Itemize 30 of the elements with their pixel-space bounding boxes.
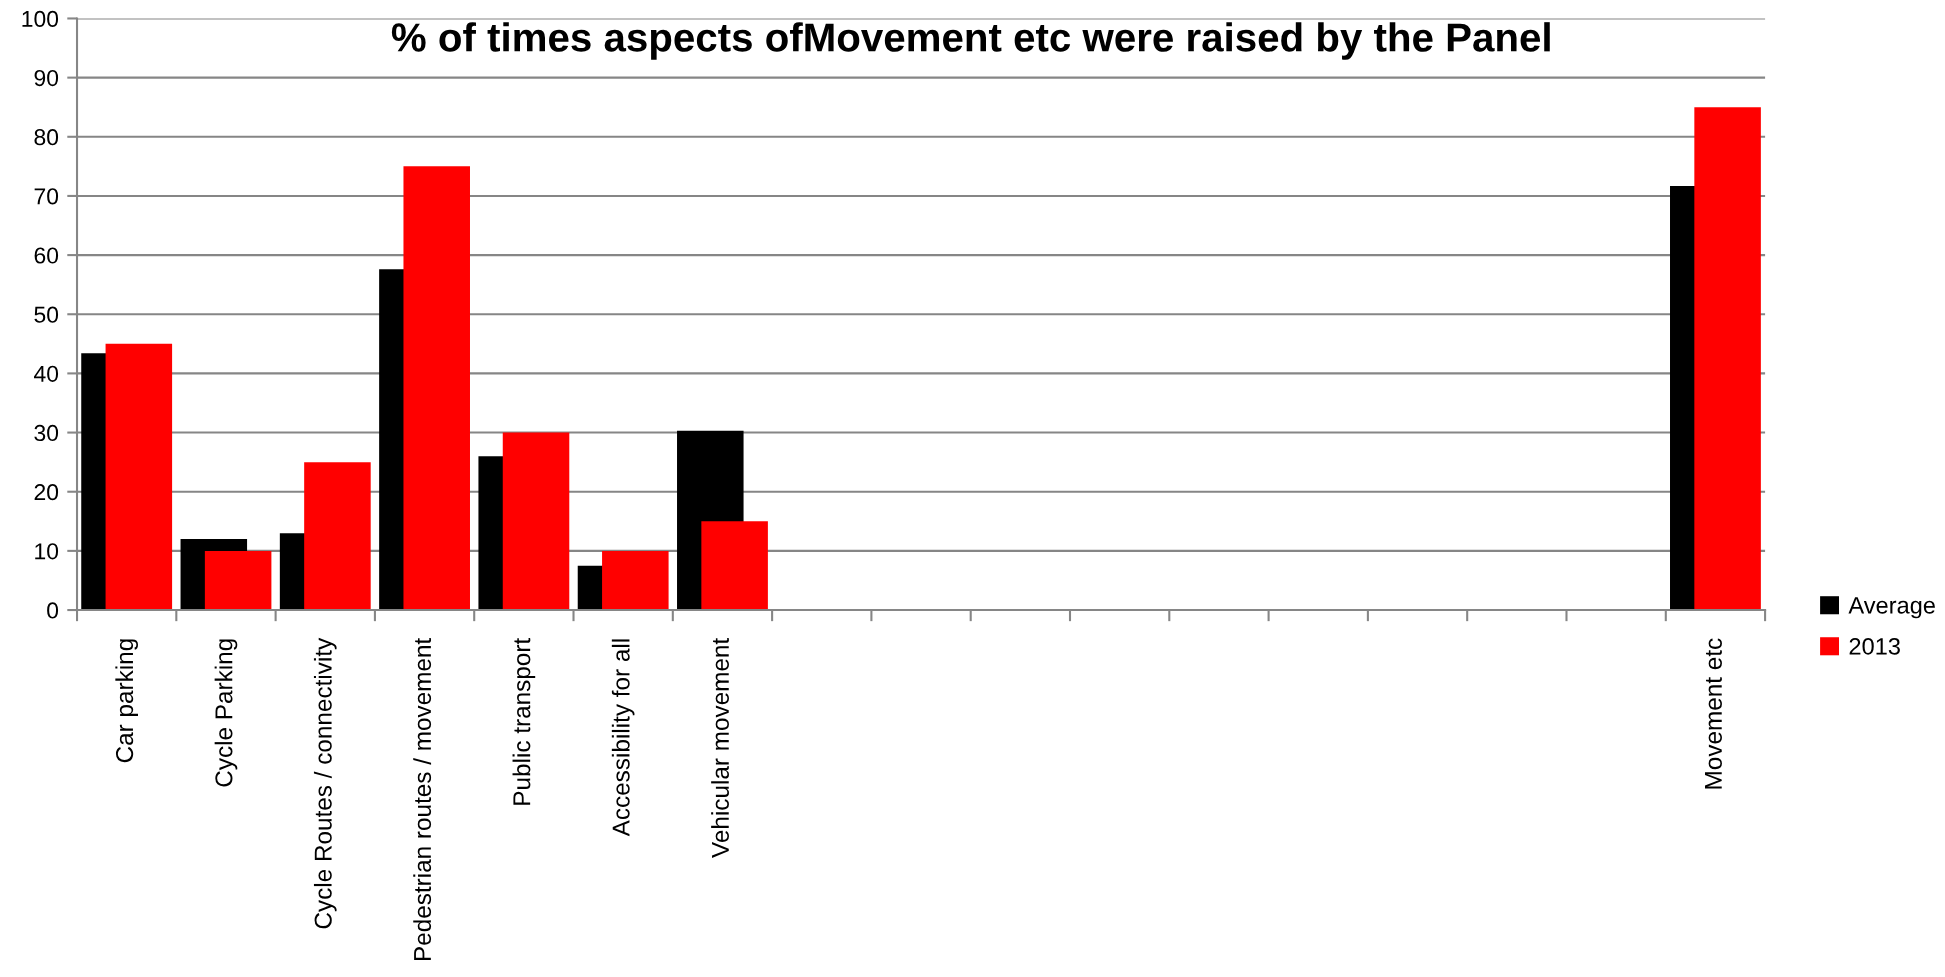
bar: [403, 166, 470, 611]
y-tick-label: 90: [34, 69, 59, 87]
x-tick-label: Cycle Routes / connectivity: [313, 637, 337, 929]
x-tick-label: Cycle Parking: [214, 639, 238, 787]
bar: [304, 462, 371, 611]
bar: [204, 550, 272, 611]
y-tick-label: 20: [34, 484, 59, 501]
x-tick-label: Car parking: [115, 639, 138, 763]
x-tick-label: Pedestrian routes / movement: [413, 637, 432, 961]
legend-label: Average: [1848, 597, 1935, 619]
bar: [602, 550, 669, 611]
y-tick-label: 30: [34, 424, 59, 442]
bar: [701, 521, 768, 611]
y-tick-label: 10: [35, 543, 59, 560]
y-tick-label: 60: [34, 247, 59, 264]
x-tick-label: Accessibility for all: [611, 639, 635, 837]
bar: [1694, 107, 1761, 611]
y-tick-label: 70: [34, 188, 59, 205]
y-tick-label: 100: [22, 10, 59, 27]
y-tick-label: 80: [34, 129, 59, 146]
chart-title: % of times aspects ofMovement etc were raised by the Panel: [391, 22, 1550, 60]
y-tick-label: 50: [34, 306, 59, 323]
x-tick-label: Movement etc: [1705, 638, 1722, 789]
y-tick-label: 0: [47, 602, 59, 619]
y-tick-label: 40: [34, 365, 59, 382]
bar: [105, 343, 173, 611]
bar: [502, 432, 570, 611]
x-tick-label: Vehicular movement: [711, 637, 729, 858]
x-tick-label: Public transport: [512, 637, 536, 805]
legend-label: 2013: [1849, 637, 1900, 655]
